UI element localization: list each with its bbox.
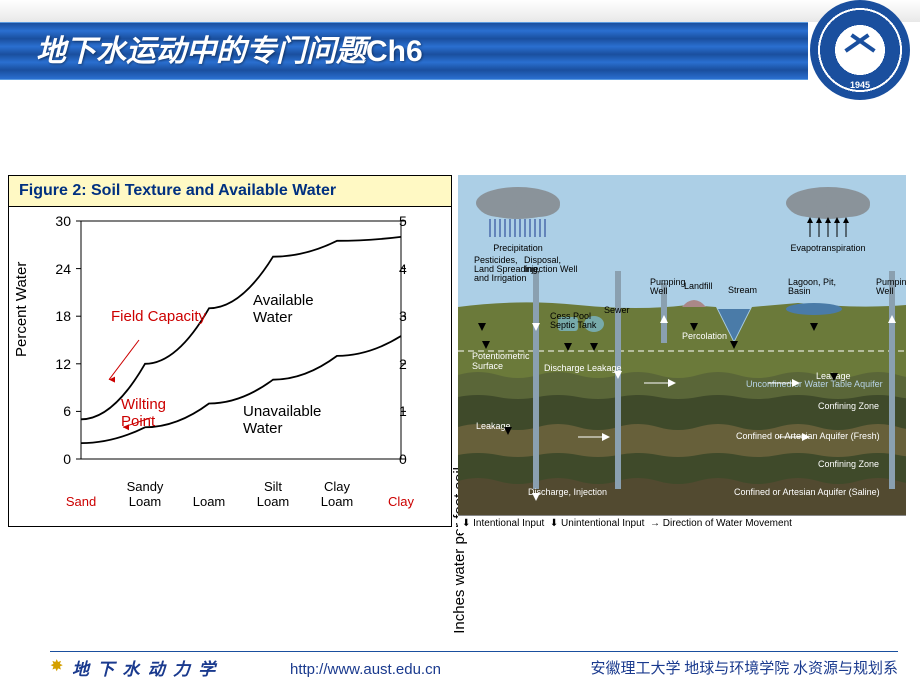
svg-text:and Irrigation: and Irrigation xyxy=(474,273,527,283)
y-left-tick: 12 xyxy=(49,356,71,372)
footer-divider xyxy=(50,651,898,652)
svg-text:Confined or Artesian Aquifer (: Confined or Artesian Aquifer (Saline) xyxy=(734,487,880,497)
x-tick: Loam xyxy=(193,495,226,509)
y-right-tick: 1 xyxy=(399,403,411,419)
logo-hammers-icon xyxy=(839,29,881,71)
footer-course-name: 地 下 水 动 力 学 xyxy=(72,655,217,680)
slide-title: 地下水运动中的专门问题Ch6 xyxy=(36,26,423,70)
hydrogeology-diagram: PrecipitationEvapotranspirationPesticide… xyxy=(458,175,906,533)
figure-2-container: Figure 2: Soil Texture and Available Wat… xyxy=(8,175,452,527)
x-tick: SandyLoam xyxy=(127,480,164,509)
svg-text:Confining Zone: Confining Zone xyxy=(818,459,879,469)
svg-text:Basin: Basin xyxy=(788,286,811,296)
hydro-svg: PrecipitationEvapotranspirationPesticide… xyxy=(458,175,906,533)
svg-text:Landfill: Landfill xyxy=(684,281,713,291)
svg-text:Percolation: Percolation xyxy=(682,331,727,341)
university-logo: 1945 xyxy=(810,0,910,100)
svg-text:Well: Well xyxy=(650,286,667,296)
y-right-tick: 4 xyxy=(399,261,411,277)
diagram-legend: ⬇ Intentional Input ⬇ Unintentional Inpu… xyxy=(458,515,906,533)
svg-text:Potentiometric: Potentiometric xyxy=(472,351,530,361)
svg-text:Stream: Stream xyxy=(728,285,757,295)
y-left-tick: 30 xyxy=(49,213,71,229)
x-tick: SiltLoam xyxy=(257,480,290,509)
y-right-tick: 0 xyxy=(399,451,411,467)
svg-text:Discharge, Injection: Discharge, Injection xyxy=(528,487,607,497)
svg-text:Precipitation: Precipitation xyxy=(493,243,543,253)
svg-text:Well: Well xyxy=(876,286,893,296)
y-left-tick: 6 xyxy=(49,403,71,419)
chart-annotation: UnavailableWater xyxy=(243,403,321,437)
chart-svg xyxy=(9,207,453,517)
svg-text:14: 14 xyxy=(622,175,632,177)
y-left-tick: 24 xyxy=(49,261,71,277)
y-right-tick: 2 xyxy=(399,356,411,372)
figure-2-title: Figure 2: Soil Texture and Available Wat… xyxy=(9,176,451,207)
x-tick: ClayLoam xyxy=(321,480,354,509)
title-ch: Ch6 xyxy=(366,35,423,68)
figure-2-chart: Percent Water Inches water per foot soil… xyxy=(9,207,451,517)
svg-text:Surface: Surface xyxy=(472,361,503,371)
chart-annotation: AvailableWater xyxy=(253,292,314,326)
title-cn: 地下水运动中的专门问题 xyxy=(36,35,366,68)
chart-annotation: Field Capacity xyxy=(111,308,206,325)
svg-text:Sewer: Sewer xyxy=(604,305,630,315)
y-right-tick: 3 xyxy=(399,308,411,324)
svg-text:Confining Zone: Confining Zone xyxy=(818,401,879,411)
chart-annotation: WiltingPoint xyxy=(121,396,166,430)
x-tick: Clay xyxy=(388,495,414,509)
star-icon: ✸ xyxy=(50,656,63,676)
y-right-tick: 5 xyxy=(399,213,411,229)
svg-text:Unconfined or Water Table Aqui: Unconfined or Water Table Aquifer xyxy=(746,379,883,389)
svg-text:Injection Well: Injection Well xyxy=(524,264,577,274)
svg-text:Evapotranspiration: Evapotranspiration xyxy=(790,243,865,253)
legend-item: ⬇ Unintentional Input xyxy=(550,518,645,529)
logo-year: 1945 xyxy=(810,80,910,90)
y-left-tick: 0 xyxy=(49,451,71,467)
footer-affiliation: 安徽理工大学 地球与环境学院 水资源与规划系 xyxy=(590,657,898,678)
footer-url: http://www.aust.edu.cn xyxy=(290,661,441,678)
svg-text:Septic Tank: Septic Tank xyxy=(550,320,597,330)
header-top-strip xyxy=(0,0,920,22)
legend-item: → Direction of Water Movement xyxy=(650,518,792,529)
y-left-tick: 18 xyxy=(49,308,71,324)
legend-item: ⬇ Intentional Input xyxy=(462,518,544,529)
x-tick: Sand xyxy=(66,495,96,509)
svg-text:Discharge Leakage: Discharge Leakage xyxy=(544,363,622,373)
